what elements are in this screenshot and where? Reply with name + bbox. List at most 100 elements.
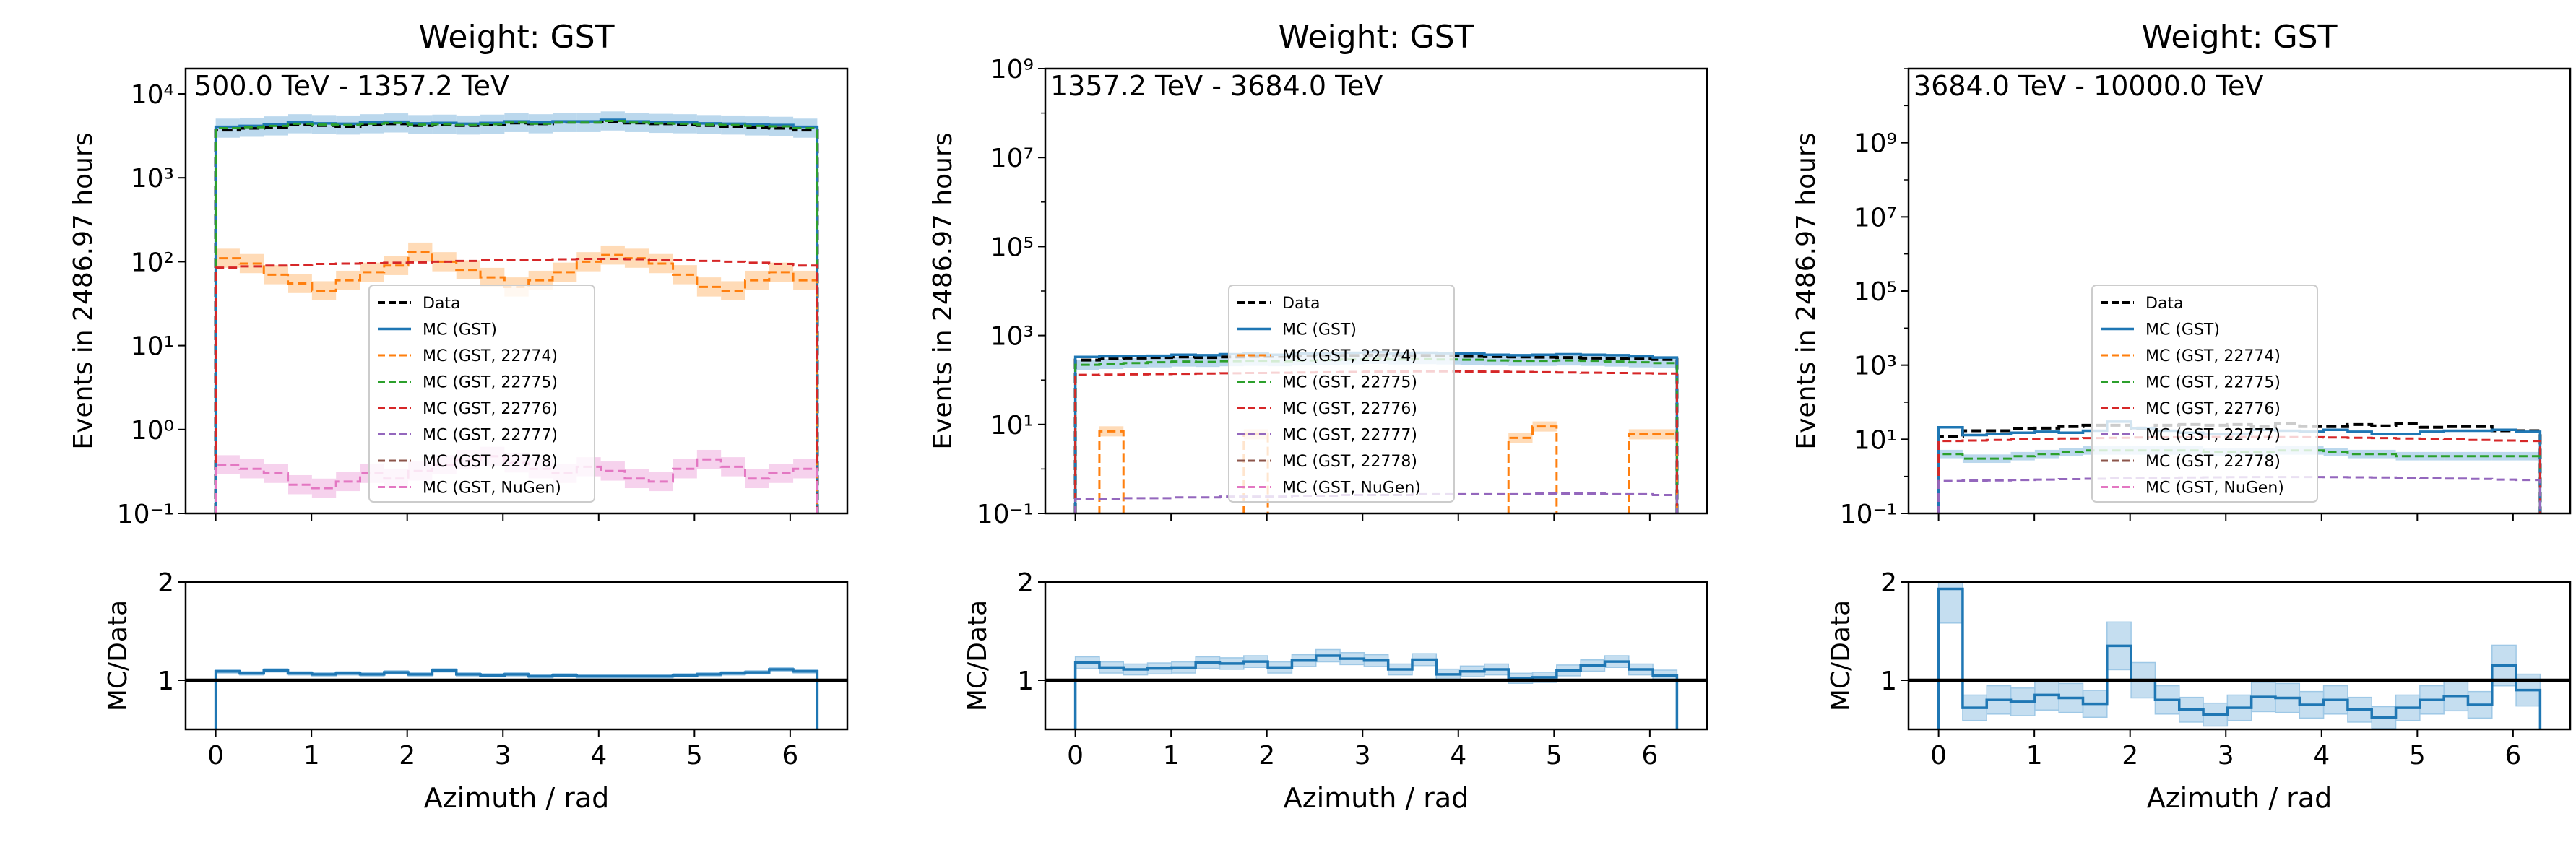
energy-range-annotation: 1357.2 TeV - 3684.0 TeV bbox=[1050, 70, 1383, 102]
y-axis-label: Events in 2486.97 hours bbox=[69, 132, 98, 449]
y-tick-label: 10⁴ bbox=[131, 80, 174, 110]
chart-title: Weight: GST bbox=[418, 19, 614, 56]
ratio-plot-area bbox=[1909, 582, 2570, 729]
legend-entry: MC (GST, NuGen) bbox=[2145, 479, 2284, 498]
legend: Data MC (GST) MC (GST, 22774) MC (GST, 2277… bbox=[1228, 285, 1455, 503]
chart-panel-3: 10⁻¹ 10¹ 10³ 10⁵ 10⁷ 10⁹ Weight: GST 3684.0 TeV… bbox=[1791, 19, 2572, 814]
x-tick-label: 6 bbox=[782, 741, 798, 771]
x-tick-label: 3 bbox=[495, 741, 511, 771]
x-axis-label: Azimuth / rad bbox=[2147, 782, 2333, 814]
series-line bbox=[1073, 353, 1679, 513]
uncertainty-band bbox=[2010, 451, 2035, 461]
y-tick-label: 10¹ bbox=[990, 411, 1034, 440]
y-axis-label: Events in 2486.97 hours bbox=[928, 132, 958, 449]
y-axis-label: Events in 2486.97 hours bbox=[1791, 132, 1821, 449]
x-tick-label: 0 bbox=[1930, 741, 1947, 771]
uncertainty-band bbox=[2516, 451, 2541, 461]
legend-entry: MC (GST, 22775) bbox=[2145, 374, 2281, 392]
legend-entry: Data bbox=[423, 295, 461, 313]
ratio-y-tick-label: 2 bbox=[157, 568, 174, 598]
ratio-y-axis-label: MC/Data bbox=[1826, 600, 1856, 711]
legend-frame bbox=[1228, 285, 1455, 503]
y-tick-label: 10² bbox=[131, 248, 174, 277]
x-tick-label: 3 bbox=[1354, 741, 1371, 771]
x-axis-label: Azimuth / rad bbox=[1284, 782, 1469, 814]
y-tick-label: 10⁻¹ bbox=[1840, 500, 1897, 529]
y-tick-label: 10⁵ bbox=[1854, 277, 1897, 307]
ratio-step-line bbox=[214, 668, 819, 729]
x-tick-label: 3 bbox=[2218, 741, 2234, 771]
legend-frame bbox=[2091, 285, 2318, 503]
uncertainty-band bbox=[2034, 449, 2059, 459]
uncertainty-band bbox=[2491, 451, 2517, 461]
ratio-plot-area bbox=[186, 667, 847, 729]
ratio-y-tick-label: 1 bbox=[157, 667, 174, 696]
legend-entry: MC (GST, 22774) bbox=[1282, 347, 1417, 365]
ratio-step-line bbox=[1073, 654, 1679, 729]
uncertainty-band bbox=[2059, 448, 2083, 456]
legend-entry: MC (GST, 22776) bbox=[2145, 400, 2281, 418]
legend-entry: MC (GST, 22775) bbox=[1282, 374, 1417, 392]
ratio-axes-frame bbox=[1907, 581, 2572, 731]
y-tick-label: 10³ bbox=[131, 164, 174, 194]
ratio-y-axis-label: MC/Data bbox=[103, 600, 133, 711]
y-tick-label: 10⁹ bbox=[1854, 129, 1897, 159]
series-line bbox=[215, 120, 818, 513]
x-tick-label: 5 bbox=[2409, 741, 2426, 771]
x-tick-label: 1 bbox=[303, 741, 320, 771]
legend-entry: MC (GST, 22776) bbox=[423, 400, 558, 418]
legend-entry: Data bbox=[2145, 295, 2184, 313]
legend-entry: MC (GST, 22774) bbox=[423, 347, 558, 365]
main-axes-frame bbox=[184, 67, 849, 515]
legend-frame bbox=[368, 285, 595, 503]
legend-entry: MC (GST, 22774) bbox=[2145, 347, 2281, 365]
uncertainty-band bbox=[1484, 355, 1509, 366]
x-tick-label: 6 bbox=[2504, 741, 2521, 771]
x-tick-label: 2 bbox=[399, 741, 415, 771]
y-tick-label: 10⁰ bbox=[131, 416, 174, 446]
ratio-y-tick-label: 1 bbox=[1880, 667, 1897, 696]
x-tick-label: 5 bbox=[686, 741, 703, 771]
legend-entry: MC (GST) bbox=[2145, 321, 2220, 339]
legend-entry: MC (GST, NuGen) bbox=[423, 479, 561, 498]
y-tick-label: 10³ bbox=[1854, 352, 1897, 381]
series-line bbox=[1074, 492, 1678, 513]
y-tick-label: 10⁹ bbox=[990, 55, 1034, 84]
ratio-step-line bbox=[1937, 587, 2542, 729]
chart-panel-2: 10⁻¹ 10¹ 10³ 10⁵ 10⁷ 10⁹ Weight: GST 1357.2 TeV… bbox=[928, 19, 1708, 814]
legend-entry: MC (GST, 22777) bbox=[1282, 427, 1417, 445]
legend-entry: Data bbox=[1282, 295, 1321, 313]
x-tick-label: 2 bbox=[1258, 741, 1275, 771]
y-tick-label: 10³ bbox=[990, 322, 1034, 352]
legend-entry: MC (GST, 22777) bbox=[423, 427, 558, 445]
ratio-plot-area bbox=[1045, 648, 1707, 729]
y-tick-label: 10⁷ bbox=[1854, 203, 1897, 233]
y-tick-label: 10⁷ bbox=[990, 144, 1034, 173]
x-tick-label: 4 bbox=[2313, 741, 2330, 771]
x-tick-label: 1 bbox=[2026, 741, 2043, 771]
ratio-y-tick-label: 2 bbox=[1017, 568, 1034, 598]
series-line bbox=[215, 258, 818, 513]
chart-panel-1: 10⁻¹ 10⁰ 10¹ 10² 10³ 10⁴ Weight: GST 500.0 TeV … bbox=[69, 19, 849, 814]
ratio-y-tick-label: 1 bbox=[1017, 667, 1034, 696]
uncertainty-band bbox=[1962, 454, 1987, 464]
legend-entry: MC (GST) bbox=[423, 321, 497, 339]
y-tick-label: 10⁵ bbox=[990, 233, 1034, 262]
chart-title: Weight: GST bbox=[2141, 19, 2337, 56]
legend-entry: MC (GST, NuGen) bbox=[1282, 479, 1421, 498]
uncertainty-band bbox=[1653, 429, 1677, 440]
ratio-y-tick-label: 2 bbox=[1880, 568, 1897, 598]
ratio-axes-frame bbox=[184, 581, 849, 731]
legend-entry: MC (GST, 22778) bbox=[1282, 453, 1417, 471]
ratio-y-axis-label: MC/Data bbox=[963, 600, 993, 711]
x-tick-label: 4 bbox=[590, 741, 607, 771]
x-tick-label: 0 bbox=[1067, 741, 1084, 771]
y-tick-label: 10¹ bbox=[131, 332, 174, 362]
legend-entry: MC (GST, 22777) bbox=[2145, 427, 2281, 445]
y-tick-label: 10¹ bbox=[1854, 425, 1897, 455]
uncertainty-band bbox=[1508, 433, 1533, 443]
legend-entry: MC (GST, 22778) bbox=[423, 453, 558, 471]
x-axis-label: Azimuth / rad bbox=[424, 782, 610, 814]
x-tick-label: 6 bbox=[1641, 741, 1658, 771]
